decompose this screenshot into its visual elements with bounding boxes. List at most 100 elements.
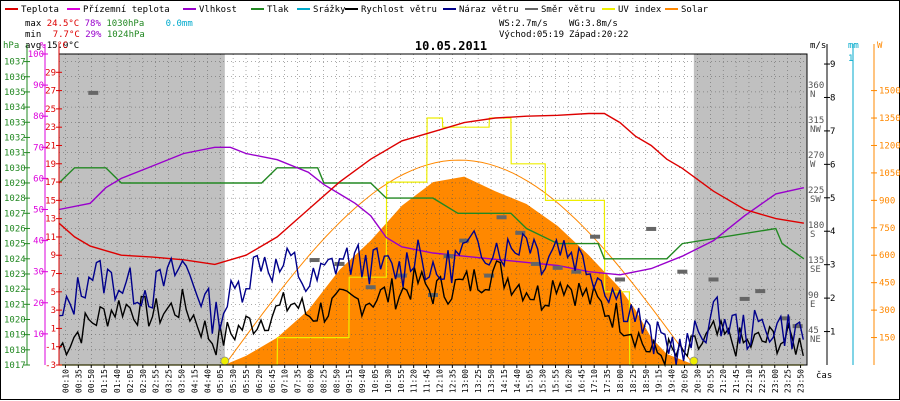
wind-direction-point — [428, 293, 438, 298]
axis-hpa-tick: 1025 — [4, 240, 26, 250]
x-tick-label: 02:55 — [152, 369, 161, 393]
axis-w-label: W — [877, 41, 883, 51]
axis-hpa-tick: 1020 — [4, 315, 26, 325]
legend-item-teplota: Teplota — [5, 4, 59, 16]
x-tick-label: 00:50 — [87, 369, 96, 393]
stats-avg-temp: 15.9°C — [46, 41, 80, 51]
axis-hpa-tick: 1032 — [4, 133, 26, 143]
axis-w-tick: 1350 — [879, 114, 900, 124]
x-tick-label: 21:45 — [732, 369, 741, 393]
x-tick-label: 08:00 — [306, 369, 315, 393]
stats-min-label: min — [25, 30, 42, 40]
wind-direction-point — [780, 316, 791, 321]
axis-degc-tick: 21 — [45, 141, 56, 151]
sunset-time: Západ:20:22 — [569, 30, 629, 40]
wind-direction-point — [496, 215, 507, 220]
axis-degc-label: °C — [57, 41, 68, 51]
stats-max-hum: 78% — [84, 19, 101, 29]
axis-dir-degree: 270 — [808, 151, 824, 161]
axis-ms-tick: 5 — [830, 194, 835, 204]
stats-min-row: min 7.7°C 29% 1024hPa — [25, 30, 145, 41]
axis-degc-tick: 27 — [45, 87, 56, 97]
axis-degc-tick: -3 — [45, 361, 56, 371]
axis-hpa-tick: 1037 — [4, 58, 26, 68]
x-tick-label: 20:30 — [693, 369, 702, 393]
axis-hpa-tick: 1028 — [4, 194, 26, 204]
series-solar-clear-sky — [224, 159, 693, 366]
legend-swatch — [602, 7, 615, 10]
wind-direction-point — [571, 269, 582, 274]
legend-label: Přízemní teplota — [83, 5, 170, 15]
x-tick-label: 15:30 — [539, 369, 548, 393]
legend-label: Teplota — [21, 5, 59, 15]
x-tick-label: 07:35 — [294, 369, 303, 393]
wind-direction-point — [365, 285, 376, 290]
axis-pct-tick: 70 — [33, 143, 44, 153]
axis-dir-degree: 135 — [808, 256, 824, 266]
legend-swatch — [67, 7, 80, 10]
axis-w-tick: 1200 — [879, 141, 900, 151]
axis-degc-tick: 13 — [45, 215, 56, 225]
wind-direction-point — [334, 261, 345, 266]
wind-direction-point — [792, 324, 803, 329]
x-tick-label: 16:20 — [564, 369, 573, 393]
axis-w-tick: 1500 — [879, 87, 900, 97]
axis-degc-tick: 19 — [45, 160, 56, 170]
axis-hpa-tick: 1018 — [4, 346, 26, 356]
axis-ms-tick: 2 — [830, 294, 835, 304]
axis-ms-tick: 4 — [830, 227, 835, 237]
x-tick-label: 09:15 — [345, 369, 354, 393]
x-tick-label: 22:35 — [758, 369, 767, 393]
wind-direction-point — [484, 273, 495, 278]
x-tick-label: 12:10 — [435, 369, 444, 393]
axis-degc-tick: 1 — [51, 324, 56, 334]
axis-pct-tick: 20 — [33, 299, 44, 309]
axis-ms-tick: 3 — [830, 261, 835, 271]
axis-mm-tick: 1 — [848, 54, 853, 64]
stats-max-press: 1030hPa — [106, 19, 145, 29]
axis-w-tick: 450 — [879, 279, 895, 289]
axis-dir-degree: 180 — [808, 221, 824, 231]
stats-max-temp: 24.5°C — [46, 19, 80, 29]
axis-mm-label: mm — [848, 41, 859, 51]
series-uv-line — [59, 117, 804, 366]
x-tick-label: 07:10 — [281, 369, 290, 393]
stats-max-row: max 24.5°C 78% 1030hPa 0.0mm — [25, 19, 193, 30]
wind-direction-point — [646, 226, 657, 231]
axis-pct-tick: 90 — [33, 81, 44, 91]
wind-direction-point — [530, 261, 541, 266]
axis-pct-label: % — [40, 41, 46, 51]
axis-dir-compass: NW — [810, 125, 821, 135]
wind-direction-point — [708, 277, 719, 282]
sunrise-marker — [220, 356, 230, 366]
axis-pct-tick: 60 — [33, 174, 44, 184]
axis-hpa-tick: 1023 — [4, 270, 26, 280]
x-tick-label: 03:25 — [165, 369, 174, 393]
x-tick-label: 03:50 — [178, 369, 187, 393]
legend-swatch — [5, 7, 18, 10]
x-tick-label: 23:00 — [771, 369, 780, 393]
x-tick-label: 02:05 — [126, 369, 135, 393]
legend-swatch — [345, 7, 358, 10]
x-tick-label: 02:30 — [139, 369, 148, 393]
axis-degc-tick: 29 — [45, 68, 56, 78]
legend-swatch — [183, 7, 196, 10]
axis-ms-tick: 1 — [830, 328, 835, 338]
x-tick-label: 05:55 — [242, 369, 251, 393]
axis-w-tick: 750 — [879, 224, 895, 234]
sunset-marker — [689, 356, 699, 366]
axis-w-tick: 900 — [879, 196, 895, 206]
x-tick-label: 12:35 — [448, 369, 457, 393]
x-tick-label: 20:55 — [706, 369, 715, 393]
x-tick-label: 11:45 — [423, 369, 432, 393]
axis-w-tick: 600 — [879, 251, 895, 261]
axis-hpa-tick: 1036 — [4, 73, 26, 83]
wind-direction-point — [459, 238, 470, 243]
x-tick-label: 20:05 — [680, 369, 689, 393]
axis-ms-tick: 7 — [830, 127, 835, 137]
axis-degc-tick: 11 — [45, 233, 56, 243]
axis-degc-tick: 23 — [45, 123, 56, 133]
x-tick-label: 16:45 — [577, 369, 586, 393]
series-wind-gust-line — [58, 229, 804, 366]
